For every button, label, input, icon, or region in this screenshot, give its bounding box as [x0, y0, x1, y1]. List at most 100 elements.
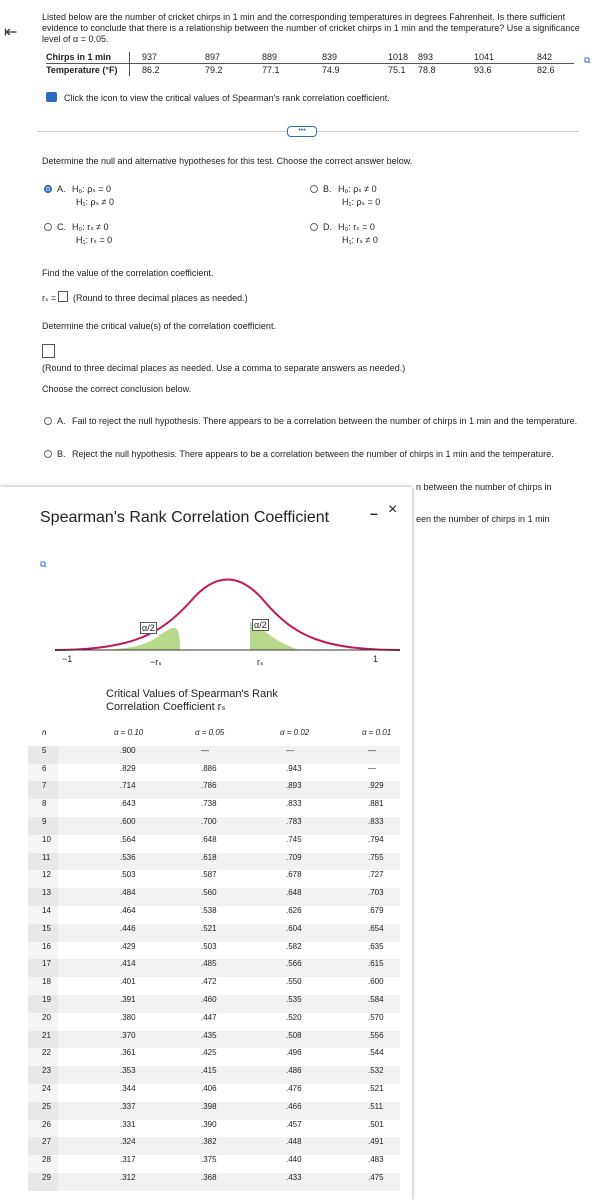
radio[interactable] [44, 185, 52, 193]
table-cell: 8 [42, 799, 47, 809]
temperature-cell: 75.1 [388, 65, 406, 75]
table-row: 21 .370 .435 .508 .556 [28, 1030, 400, 1049]
table-cell: .380 [120, 1012, 136, 1022]
table-row: 28 .317 .375 .440 .483 [28, 1155, 400, 1173]
table-cell: — [368, 745, 376, 755]
table-cell: .709 [286, 852, 302, 862]
radio[interactable] [44, 450, 52, 458]
chirps-cell: 937 [142, 52, 158, 62]
table-cell: — [286, 745, 294, 755]
table-cell: .312 [120, 1172, 136, 1182]
table-row: 5 .900 — — — [28, 745, 400, 764]
option-h0: H₀: rₛ ≠ 0 [72, 222, 109, 232]
table-cell: .604 [286, 923, 302, 933]
table-cell: .447 [201, 1012, 217, 1022]
intro: Listed below are the number of cricket c… [42, 12, 580, 44]
table-cell: .485 [201, 959, 217, 969]
table-cell: .521 [201, 923, 217, 933]
table-cell: .401 [120, 977, 136, 987]
option-h0: H₀: rₛ = 0 [338, 222, 375, 232]
expand-button[interactable]: ••• [287, 126, 317, 137]
n-column-bg [28, 834, 58, 853]
table-cell: .587 [201, 870, 217, 880]
table-cell: 22 [42, 1048, 51, 1058]
temperature-cell: 77.1 [262, 65, 280, 75]
critical-input[interactable] [42, 344, 55, 358]
curve [54, 578, 401, 651]
table-cell: .486 [286, 1066, 302, 1076]
table-cell: .496 [286, 1048, 302, 1058]
temperature-cell: 74.9 [322, 65, 340, 75]
table-cell: .538 [201, 905, 217, 915]
table-cell: .783 [286, 816, 302, 826]
axis-label: rₛ [257, 657, 264, 667]
table-cell: .460 [201, 994, 217, 1004]
temperature-cell: 86.2 [142, 65, 160, 75]
table-cell: .491 [368, 1137, 384, 1147]
table-cell: .466 [286, 1101, 302, 1111]
table-cell: .503 [120, 870, 136, 880]
table-cell: .833 [368, 816, 384, 826]
table-cell: .483 [368, 1155, 384, 1165]
table-row: 10 .564 .648 .745 .794 [28, 834, 400, 853]
table-row: 14 .464 .538 .626 .679 [28, 905, 400, 924]
table-cell: .900 [120, 745, 136, 755]
table-cell: 13 [42, 888, 51, 898]
table-cell: .643 [120, 799, 136, 809]
critical-prompt: Determine the critical value(s) of the c… [42, 321, 276, 331]
table-cell: 6 [42, 763, 47, 773]
radio[interactable] [310, 185, 318, 193]
n-column-bg [28, 1066, 58, 1084]
table-row: 27 .324 .382 .448 .491 [28, 1137, 400, 1156]
close-button[interactable]: × [388, 501, 398, 518]
table-row: 25 .337 .398 .466 .511 [28, 1101, 400, 1120]
radio[interactable] [44, 223, 52, 231]
table-cell: .370 [120, 1030, 136, 1040]
table-cell: 19 [42, 994, 51, 1004]
n-column-bg [28, 1155, 58, 1173]
table-cell: .435 [201, 1030, 217, 1040]
hidden-fragment: een the number of chirps in 1 min [416, 514, 550, 524]
coefficient-input[interactable] [58, 291, 68, 302]
table-cell: .582 [286, 941, 302, 951]
table-header: α = 0.02 [280, 728, 310, 737]
table-cell: .501 [368, 1119, 384, 1129]
table-cell: .566 [286, 959, 302, 969]
table-cell: .615 [368, 959, 384, 969]
table-cell: .457 [286, 1119, 302, 1129]
option-h1: H₁: ρₛ = 0 [342, 197, 381, 207]
n-column-bg [28, 763, 58, 782]
table-cell: .755 [368, 852, 384, 862]
option-text: Reject the null hypothesis. There appear… [72, 449, 554, 459]
table-cell: .520 [286, 1012, 302, 1022]
table-cell: 20 [42, 1012, 51, 1022]
table-cell: — [368, 763, 376, 773]
table-cell: 27 [42, 1137, 51, 1147]
radio[interactable] [310, 223, 318, 231]
back-arrow[interactable]: ⇤ [4, 24, 18, 41]
option-h1: H₁: rₛ = 0 [76, 235, 113, 245]
radio[interactable] [44, 417, 52, 425]
axis-label: 1 [373, 654, 379, 664]
minimize-button[interactable]: – [370, 505, 378, 521]
option-h0: H₀: ρₛ ≠ 0 [338, 184, 377, 194]
table-row: 18 .401 .472 .550 .600 [28, 977, 400, 995]
n-column-bg [28, 1083, 58, 1102]
copy-icon[interactable]: ⧉ [584, 55, 591, 65]
chirps-cell: 839 [322, 52, 338, 62]
axis-label: −rₛ [150, 657, 162, 667]
table-header-row: n α = 0.10 α = 0.05 α = 0.02 α = 0.01 [28, 728, 400, 746]
table-cell: .331 [120, 1119, 136, 1129]
table-cell: 14 [42, 905, 51, 915]
row-rule [46, 63, 574, 64]
copy-icon[interactable]: ⧉ [40, 559, 47, 569]
table-cell: .337 [120, 1101, 136, 1111]
table-cell: .745 [286, 834, 302, 844]
table-row: 16 .429 .503 .582 .635 [28, 941, 400, 960]
table-row: 17 .414 .485 .566 .615 [28, 959, 400, 978]
option-letter: C. [57, 222, 66, 232]
option-letter: A. [57, 184, 66, 194]
info-icon[interactable] [46, 92, 57, 102]
option-h1: H₁: ρₛ ≠ 0 [76, 197, 114, 207]
